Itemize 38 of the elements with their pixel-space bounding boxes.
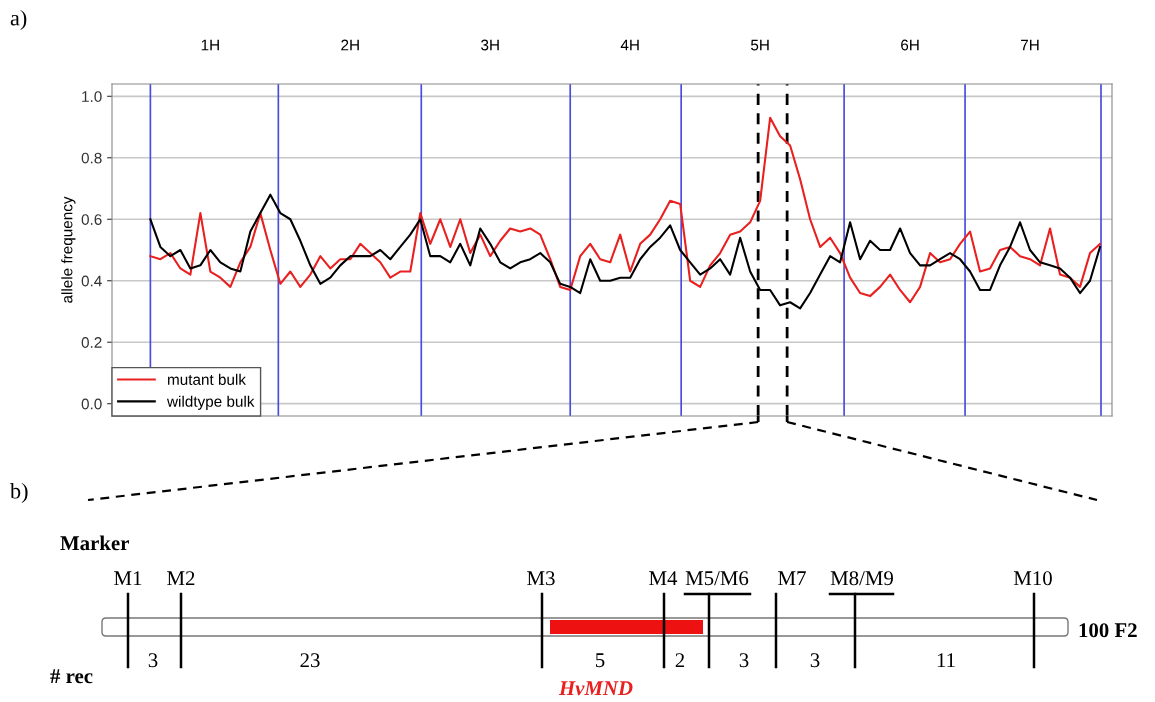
y-axis-title: allele frequency — [61, 196, 76, 303]
text: 11 — [937, 653, 955, 668]
x-tick-label: 7H — [1021, 39, 1039, 51]
x-tick-label: 3H — [481, 39, 499, 51]
x-tick-label: 4H — [620, 39, 639, 51]
y-tick-label: 1.0 — [82, 91, 102, 102]
line-series — [149, 116, 1102, 304]
text: M4 — [649, 571, 678, 586]
text: 23 — [300, 653, 320, 668]
text: 2 — [675, 653, 685, 668]
x-tick-label: 2H — [341, 39, 359, 51]
text: M2 — [167, 571, 195, 586]
text: 3 — [148, 653, 158, 668]
text: M3 — [527, 571, 555, 586]
text: HvMND — [558, 681, 633, 696]
text: # rec — [50, 669, 93, 684]
text: 3 — [739, 653, 749, 668]
text: 3 — [810, 653, 820, 668]
y-tick-label: 0.0 — [81, 398, 102, 410]
y-tick-label: 0.2 — [81, 337, 102, 348]
y-tick-label: 0.8 — [81, 152, 102, 164]
text: M10 — [1013, 571, 1052, 586]
text: M8/M9 — [830, 571, 893, 586]
text: b) — [10, 482, 28, 504]
text: Marker — [60, 535, 129, 551]
legend-label: wildtype bulk — [166, 395, 255, 410]
text: M5/M6 — [685, 571, 749, 586]
x-tick-label: 5H — [750, 39, 769, 51]
legend-label: mutant bulk — [168, 373, 246, 385]
y-tick-label: 0.6 — [81, 214, 102, 225]
text: 5 — [596, 653, 605, 668]
x-tick-label: 1H — [201, 39, 219, 51]
chart-title: a) — [10, 9, 27, 31]
y-tick-label: 0.4 — [81, 275, 102, 287]
text: 100 F2 — [1079, 623, 1137, 638]
text: M7 — [778, 571, 806, 586]
x-tick-label: 6H — [901, 39, 919, 51]
text: M1 — [114, 571, 142, 586]
